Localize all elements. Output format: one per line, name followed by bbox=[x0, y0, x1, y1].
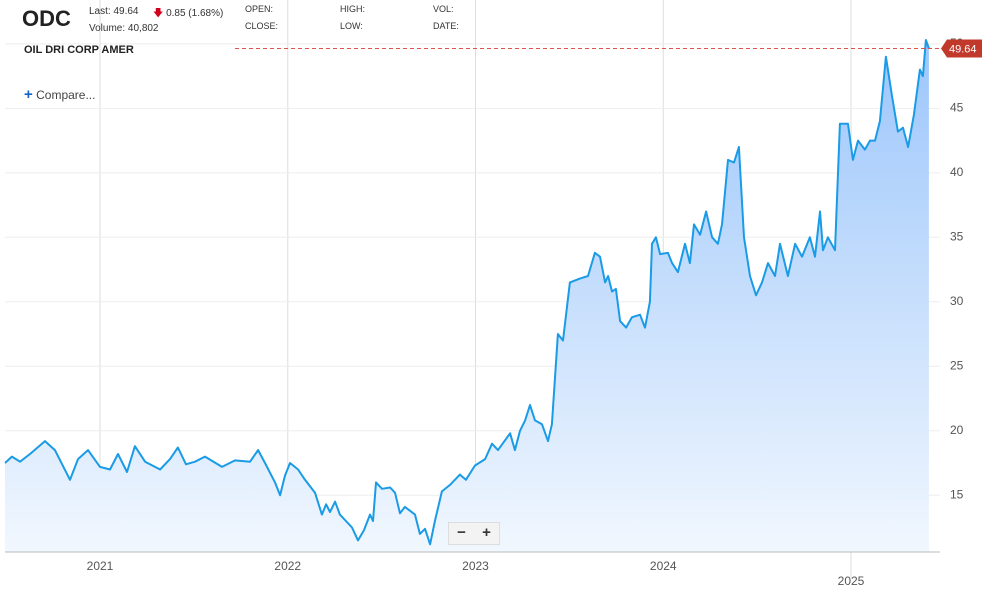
y-tick-label: 30 bbox=[950, 294, 964, 308]
x-tick-label: 2021 bbox=[87, 559, 114, 573]
low-label: LOW: bbox=[340, 21, 363, 31]
tag-shape bbox=[941, 39, 982, 58]
last-price-tag: 49.64 bbox=[941, 39, 982, 58]
tag-label: 49.64 bbox=[949, 43, 977, 55]
symbol: ODC bbox=[22, 6, 71, 31]
y-tick-label: 20 bbox=[950, 423, 964, 437]
plus-icon: + bbox=[24, 86, 33, 103]
y-tick-label: 35 bbox=[950, 229, 964, 243]
zoom-out[interactable]: − bbox=[457, 524, 466, 541]
vol-label: VOL: bbox=[433, 4, 454, 14]
x-tick-label: 2025 bbox=[838, 574, 865, 588]
y-tick-label: 15 bbox=[950, 487, 964, 501]
change: 🡇 0.85 (1.68%) bbox=[153, 6, 223, 23]
price-line bbox=[4, 39, 930, 546]
change-text: 0.85 (1.68%) bbox=[166, 8, 224, 19]
y-tick-label: 45 bbox=[950, 101, 964, 115]
y-tick-label: 25 bbox=[950, 358, 964, 372]
area bbox=[5, 40, 929, 552]
compare-text: Compare... bbox=[36, 88, 96, 102]
close-label: CLOSE: bbox=[245, 21, 279, 31]
high-label: HIGH: bbox=[340, 4, 366, 14]
down-arrow: 🡇 bbox=[153, 8, 164, 19]
open-label: OPEN: bbox=[245, 4, 274, 14]
x-tick-label: 2023 bbox=[462, 559, 489, 573]
company-name: OIL DRI CORP AMER bbox=[24, 44, 134, 56]
x-tick-label: 2024 bbox=[650, 559, 677, 573]
volume: Volume: 40,802 bbox=[89, 23, 159, 34]
zoom-controls: − + bbox=[448, 522, 500, 545]
x-tick-label: 2022 bbox=[274, 559, 301, 573]
last-price: Last: 49.64 bbox=[89, 6, 139, 17]
date-label: DATE: bbox=[433, 21, 459, 31]
zoom-in[interactable]: + bbox=[482, 524, 491, 541]
compare-button[interactable]: + Compare... bbox=[24, 86, 95, 103]
y-tick-label: 40 bbox=[950, 165, 964, 179]
